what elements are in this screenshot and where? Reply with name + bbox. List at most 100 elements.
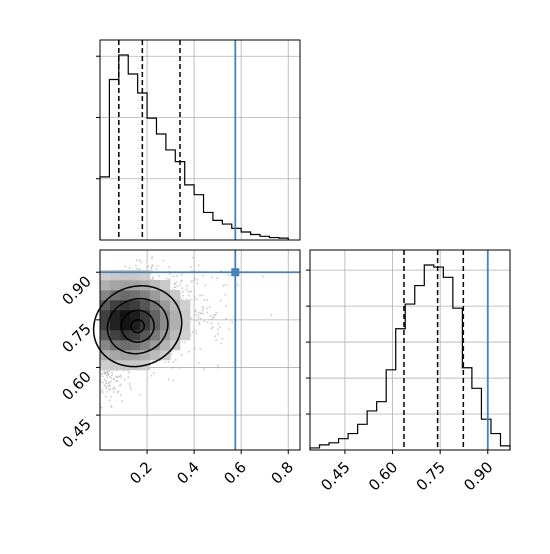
scatter-point [150,374,153,377]
density-cell [140,340,151,351]
scatter-point [192,256,195,259]
density-cell [100,330,111,341]
scatter-point [187,294,190,297]
scatter-point [181,273,184,276]
scatter-point [199,348,202,351]
scatter-point [102,370,105,373]
density-cell [160,290,171,301]
scatter-point [119,394,122,397]
scatter-point [197,316,200,319]
scatter-point [110,376,113,379]
scatter-point [113,388,116,391]
scatter-point [107,385,110,388]
scatter-point [225,317,228,320]
scatter-point [216,364,219,367]
scatter-point [147,265,150,268]
density-cell [100,320,111,331]
density-cell [110,270,121,281]
density-cell [110,330,121,341]
scatter-point [135,259,138,262]
contour-level-4 [130,319,145,334]
density-cell [150,310,161,321]
scatter-point [208,306,211,309]
scatter-point [224,293,227,296]
density-cell [180,310,191,321]
scatter-point [198,321,201,324]
scatter-point [128,371,131,374]
panel-histogram-x [96,39,301,241]
scatter-point [115,380,118,383]
scatter-point [120,374,123,377]
scatter-point [150,266,153,269]
density-cell [160,320,171,331]
scatter-point [206,307,209,310]
density-cell [170,290,181,301]
density-cell [130,290,141,301]
histogram-step-line [309,264,511,450]
scatter-point [183,341,186,344]
scatter-point [115,375,118,378]
scatter-point [210,276,213,279]
scatter-point [136,267,139,270]
density-cell [120,280,131,291]
scatter-point [199,312,202,315]
scatter-point [210,327,213,330]
density-cell [160,310,171,321]
scatter-point [219,326,222,329]
density-cell [100,340,111,351]
scatter-point [105,387,108,390]
density-cell [100,290,111,301]
density-cell [170,330,181,341]
density-cell [100,360,111,371]
axes-frame [99,39,301,241]
scatter-point [112,378,115,381]
scatter-point [209,314,212,317]
scatter-point [198,323,201,326]
density-cell [150,280,161,291]
y-tick-label-3: 0.75 [58,320,94,356]
scatter-point [108,399,111,402]
scatter-point [120,376,123,379]
scatter-point [110,374,113,377]
density-cell [140,270,151,281]
scatter-point [110,406,113,409]
y-tick-label-4: 0.90 [58,272,94,308]
scatter-point [197,264,200,267]
scatter-point [189,290,192,293]
panel-histogram-y: 0.45 0.60 0.75 0.90 [306,249,511,494]
scatter-point [202,305,205,308]
scatter-point [113,385,116,388]
density-cell [130,280,141,291]
scatter-point [210,318,213,321]
scatter-point [167,378,170,381]
scatter-point [119,383,122,386]
scatter-point [185,288,188,291]
density-cell [130,360,141,371]
scatter-point [170,353,173,356]
scatter-point [196,282,199,285]
scatter-point [108,370,111,373]
scatter-point [101,391,104,394]
scatter-point [197,362,200,365]
contour-level-2 [106,298,169,355]
density-cell [150,300,161,311]
scatter-point [116,391,119,394]
scatter-point [106,376,109,379]
x-tick-label-3: 0.6 [220,458,250,488]
scatter-point [262,275,265,278]
contours [92,285,183,368]
scatter-point [168,266,171,269]
density-cell [130,320,141,331]
scatter-point [174,359,177,362]
scatter-point [222,284,225,287]
scatter-point [193,277,196,280]
density-cell [120,330,131,341]
scatter-point [109,388,112,391]
truth-point-marker [231,268,240,277]
x-tick-label-1: 0.2 [126,458,156,488]
scatter-point [199,294,202,297]
scatter-point [204,284,207,287]
scatter-point [211,326,214,329]
